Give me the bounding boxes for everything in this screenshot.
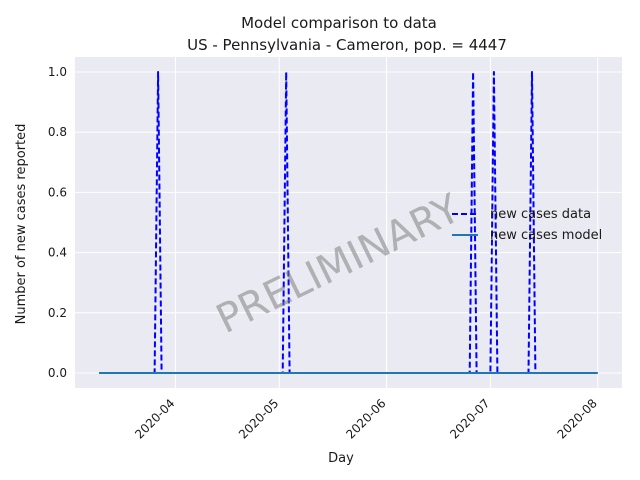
y-tick-label: 0.6 [48, 185, 67, 199]
legend-label-data: new cases data [490, 207, 591, 222]
x-tick-label: 2020-05 [236, 396, 281, 441]
x-tick-label: 2020-04 [132, 396, 177, 441]
y-tick-label: 0.8 [48, 125, 67, 139]
y-tick-label: 0.0 [48, 366, 67, 380]
chart-title: Model comparison to data [241, 14, 437, 32]
series-line-data [99, 71, 598, 374]
y-tick-label: 1.0 [48, 65, 67, 79]
x-tick-label: 2020-07 [447, 396, 492, 441]
legend-label-model: new cases model [490, 228, 602, 243]
y-tick-label: 0.2 [48, 306, 67, 320]
y-axis-label: Number of new cases reported [14, 124, 29, 325]
series-layer [99, 71, 598, 374]
plot-area [75, 57, 622, 388]
y-tick-label: 0.4 [48, 246, 67, 260]
x-tick-label: 2020-08 [555, 396, 600, 441]
x-tick-label: 2020-06 [343, 396, 388, 441]
chart-subtitle: US - Pennsylvania - Cameron, pop. = 4447 [187, 36, 507, 54]
x-axis-label: Day [328, 451, 354, 466]
legend: new cases data new cases model [452, 207, 602, 243]
